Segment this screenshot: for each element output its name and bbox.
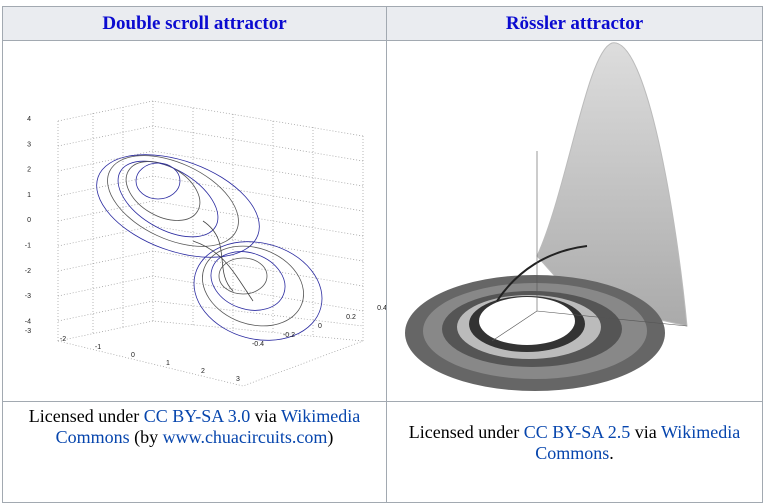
- axis-tick-label: -1: [95, 344, 101, 351]
- caption-text: ): [327, 427, 334, 447]
- axis-tick-label: 3: [236, 376, 240, 383]
- header-text: Rössler attractor: [505, 12, 644, 34]
- header-cell: Double scroll attractor: [2, 6, 387, 41]
- axis-tick-label: -4: [25, 318, 31, 325]
- caption-text: .: [609, 443, 614, 463]
- axis-tick-label: 2: [201, 368, 205, 375]
- caption-text: Licensed under: [408, 422, 524, 442]
- axis-tick-label: 0: [27, 217, 31, 224]
- caption-text: via: [630, 422, 661, 442]
- image-cell: 4 3 2 1 0 -1 -2 -3 -4 -3 -2 -1 0 1 2 3 -0.4 -0.2 0 0.2 0.4: [2, 40, 387, 402]
- caption-link[interactable]: CC BY-SA 2.5: [523, 422, 631, 442]
- caption-text: via: [250, 406, 281, 426]
- axis-tick-label: -0.2: [283, 332, 295, 339]
- axis-tick-label: 0.4: [377, 305, 386, 312]
- caption-link[interactable]: Wikimedia Commons: [535, 422, 745, 463]
- caption-cell: Licensed under CC BY-SA 2.5 via Wikimedi…: [386, 401, 763, 503]
- axis-tick-label: 0: [131, 352, 135, 359]
- caption-link[interactable]: CC BY-SA 3.0: [143, 406, 251, 426]
- caption-cell: Licensed under CC BY-SA 3.0 via Wikimedi…: [2, 401, 387, 503]
- rossler-image[interactable]: [387, 41, 762, 396]
- axis-tick-label: -3: [25, 328, 31, 335]
- axis-tick-label: -3: [25, 293, 31, 300]
- header-cell: Rössler attractor: [386, 6, 763, 41]
- caption-text: Licensed under: [28, 406, 144, 426]
- double-scroll-image[interactable]: 4 3 2 1 0 -1 -2 -3 -4 -3 -2 -1 0 1 2 3 -0.4 -0.2 0 0.2 0.4: [3, 41, 387, 396]
- axis-tick-label: 1: [166, 360, 170, 367]
- axis-tick-label: -1: [25, 243, 31, 250]
- caption-link[interactable]: Wikimedia Commons: [55, 406, 365, 447]
- page: Double scroll attractor Rössler attracto…: [2, 6, 763, 503]
- axis-tick-label: 4: [27, 116, 31, 123]
- axis-tick-label: 1: [27, 192, 31, 199]
- axis-tick-label: -2: [25, 268, 31, 275]
- axis-tick-label: 3: [27, 141, 31, 148]
- attractor-table: Double scroll attractor Rössler attracto…: [2, 6, 763, 503]
- axis-tick-label: 0: [318, 323, 322, 330]
- axis-tick-label: 0.2: [346, 314, 356, 321]
- axis-tick-label: 2: [27, 167, 31, 174]
- caption-link[interactable]: www.chuacircuits.com: [162, 427, 328, 447]
- axis-tick-label: -2: [60, 336, 66, 343]
- caption-text: (by: [129, 427, 163, 447]
- header-text: Double scroll attractor: [102, 12, 287, 34]
- image-cell: [386, 40, 763, 402]
- axis-tick-label: -0.4: [252, 341, 264, 348]
